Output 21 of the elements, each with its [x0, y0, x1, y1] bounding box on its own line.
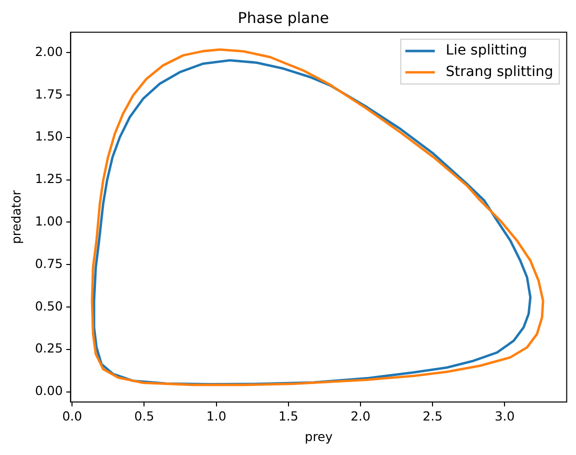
y-tick-label: 2.00: [34, 44, 63, 59]
y-tick-label: 1.00: [34, 213, 63, 228]
y-tick-label: 0.75: [34, 256, 63, 271]
x-tick-label: 1.5: [278, 408, 298, 424]
legend-label: Lie splitting: [446, 42, 528, 59]
x-tick-label: 0.0: [62, 408, 82, 424]
y-tick-label: 1.25: [34, 171, 63, 186]
x-tick-label: 3.0: [494, 408, 515, 424]
y-tick-label: 0.25: [34, 340, 63, 356]
x-tick-label: 1.0: [206, 408, 226, 424]
y-tick-label: 1.75: [34, 86, 63, 102]
legend-label: Strang splitting: [446, 64, 554, 80]
y-axis-title: predator: [8, 189, 24, 244]
x-tick-label: 2.0: [350, 408, 370, 424]
x-axis-title: prey: [304, 428, 334, 444]
y-tick-label: 0.00: [34, 383, 63, 398]
x-tick-label: 2.5: [422, 408, 443, 424]
y-tick-label: 0.50: [34, 298, 63, 314]
chart-title: Phase plane: [238, 8, 329, 27]
y-tick-label: 1.50: [34, 128, 63, 144]
x-tick-label: 0.5: [134, 408, 154, 424]
